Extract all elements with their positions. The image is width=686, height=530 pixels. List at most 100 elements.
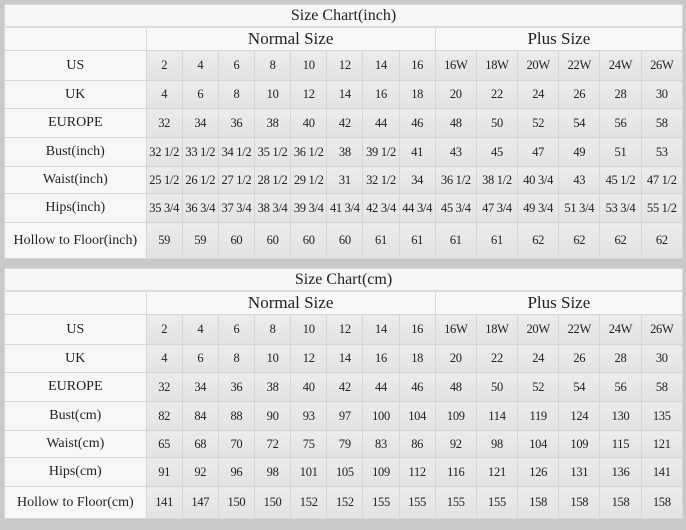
size-cell: 10	[254, 344, 292, 373]
size-cell: 10	[254, 80, 292, 109]
size-cell: 24W	[599, 314, 642, 345]
size-cell: 52	[517, 372, 560, 402]
size-cell: 46	[398, 108, 436, 138]
size-cell: 61	[398, 222, 436, 259]
size-cell: 83	[362, 430, 400, 458]
size-cell: 96	[217, 457, 256, 487]
table-row: EUROPE 32 34 36 38 40 42 44 46 48 50 52 54 56 58	[4, 372, 684, 402]
plus-size-header: Plus Size	[434, 290, 684, 315]
row-label: Hips(cm)	[4, 457, 147, 487]
chart-title: Size Chart(inch)	[4, 4, 683, 28]
size-cell: 2	[145, 314, 183, 345]
size-cell: 152	[326, 486, 364, 519]
size-cell: 115	[599, 430, 642, 458]
size-cell: 24	[517, 344, 560, 373]
row-label: US	[4, 314, 147, 345]
size-cell: 31	[326, 166, 364, 194]
size-cell: 61	[434, 222, 477, 259]
size-cell: 136	[599, 457, 642, 487]
size-cell: 36 1/2	[290, 137, 328, 167]
size-cell: 62	[517, 222, 560, 259]
size-cell: 18W	[475, 50, 519, 81]
size-cell: 4	[181, 314, 219, 345]
size-cell: 20	[434, 344, 477, 373]
table-row: Waist(cm) 65 68 70 72 75 79 83 86 92 98 104 109 115 12…	[4, 430, 684, 458]
size-cell: 100	[362, 401, 400, 431]
size-cell: 141	[145, 486, 183, 519]
size-cell: 42 3/4	[362, 193, 400, 223]
size-cell: 49 3/4	[517, 193, 560, 223]
size-cell: 34	[181, 108, 219, 138]
size-cell: 45	[475, 137, 519, 167]
size-cell: 58	[640, 372, 684, 402]
size-cell: 44	[362, 108, 400, 138]
corner-cell	[4, 290, 147, 315]
size-cell: 32 1/2	[145, 137, 183, 167]
size-cell: 30	[640, 344, 684, 373]
row-label: Hollow to Floor(cm)	[4, 486, 147, 519]
size-cell: 4	[181, 50, 219, 81]
size-cell: 32 1/2	[362, 166, 400, 194]
size-cell: 158	[599, 486, 642, 519]
size-cell: 8	[217, 80, 256, 109]
table-row: Hollow to Floor(inch) 59 59 60 60 60 60 61 61 61 6…	[4, 222, 684, 259]
size-cell: 38 3/4	[254, 193, 292, 223]
size-cell: 62	[558, 222, 601, 259]
size-cell: 84	[181, 401, 219, 431]
table-row: Hips(cm) 91 92 96 98 101 105 109 112 116 121 126 131…	[4, 457, 684, 487]
size-cell: 22	[475, 80, 519, 109]
size-cell: 32	[145, 372, 183, 402]
size-cell: 14	[362, 314, 400, 345]
size-cell: 28	[599, 80, 642, 109]
size-cell: 18	[398, 80, 436, 109]
table-row: UK 4 6 8 10 12 14 16 18 20 22 24 26 28 30	[4, 80, 684, 109]
size-cell: 40	[290, 372, 328, 402]
size-cell: 54	[558, 108, 601, 138]
size-cell: 4	[145, 344, 183, 373]
table-row: Waist(inch) 25 1/2 26 1/2 27 1/2 28 1/2 29 1/…	[4, 166, 684, 194]
table-row: EUROPE 32 34 36 38 40 42 44 46 48 50 52 54 56 58	[4, 108, 684, 138]
size-cell: 65	[145, 430, 183, 458]
size-cell: 38	[254, 108, 292, 138]
size-cell: 104	[517, 430, 560, 458]
size-cell: 16	[362, 344, 400, 373]
size-cell: 135	[640, 401, 684, 431]
size-cell: 60	[254, 222, 292, 259]
row-label: Hips(inch)	[4, 193, 147, 223]
size-cell: 150	[217, 486, 256, 519]
row-label: EUROPE	[4, 372, 147, 402]
size-cell: 56	[599, 372, 642, 402]
size-cell: 40	[290, 108, 328, 138]
size-cell: 16	[362, 80, 400, 109]
size-cell: 98	[254, 457, 292, 487]
size-cell: 12	[290, 344, 328, 373]
size-cell: 59	[181, 222, 219, 259]
size-cell: 60	[290, 222, 328, 259]
row-label: Waist(cm)	[4, 430, 147, 458]
size-cell: 47 1/2	[640, 166, 684, 194]
row-label: Bust(inch)	[4, 137, 147, 167]
size-cell: 48	[434, 372, 477, 402]
size-cell: 42	[326, 108, 364, 138]
size-table: Size Chart(cm) Normal Size Plus Size US 2 4 6 8…	[4, 268, 684, 519]
row-label: Waist(inch)	[4, 166, 147, 194]
size-cell: 61	[475, 222, 519, 259]
table-row: Hollow to Floor(cm) 141 147 150 150 152 152 155…	[4, 486, 684, 519]
size-cell: 12	[290, 80, 328, 109]
size-cell: 14	[326, 80, 364, 109]
size-cell: 36	[217, 108, 256, 138]
size-cell: 60	[326, 222, 364, 259]
size-cell: 62	[599, 222, 642, 259]
size-cell: 155	[434, 486, 477, 519]
size-cell: 34 1/2	[217, 137, 256, 167]
size-cell: 91	[145, 457, 183, 487]
size-cell: 44 3/4	[398, 193, 436, 223]
size-cell: 59	[145, 222, 183, 259]
size-cell: 49	[558, 137, 601, 167]
size-cell: 24	[517, 80, 560, 109]
size-cell: 6	[217, 314, 256, 345]
size-cell: 98	[475, 430, 519, 458]
size-cell: 38	[254, 372, 292, 402]
size-cell: 35 1/2	[254, 137, 292, 167]
table-row: Bust(cm) 82 84 88 90 93 97 100 104 109 114 119 124 13…	[4, 401, 684, 431]
